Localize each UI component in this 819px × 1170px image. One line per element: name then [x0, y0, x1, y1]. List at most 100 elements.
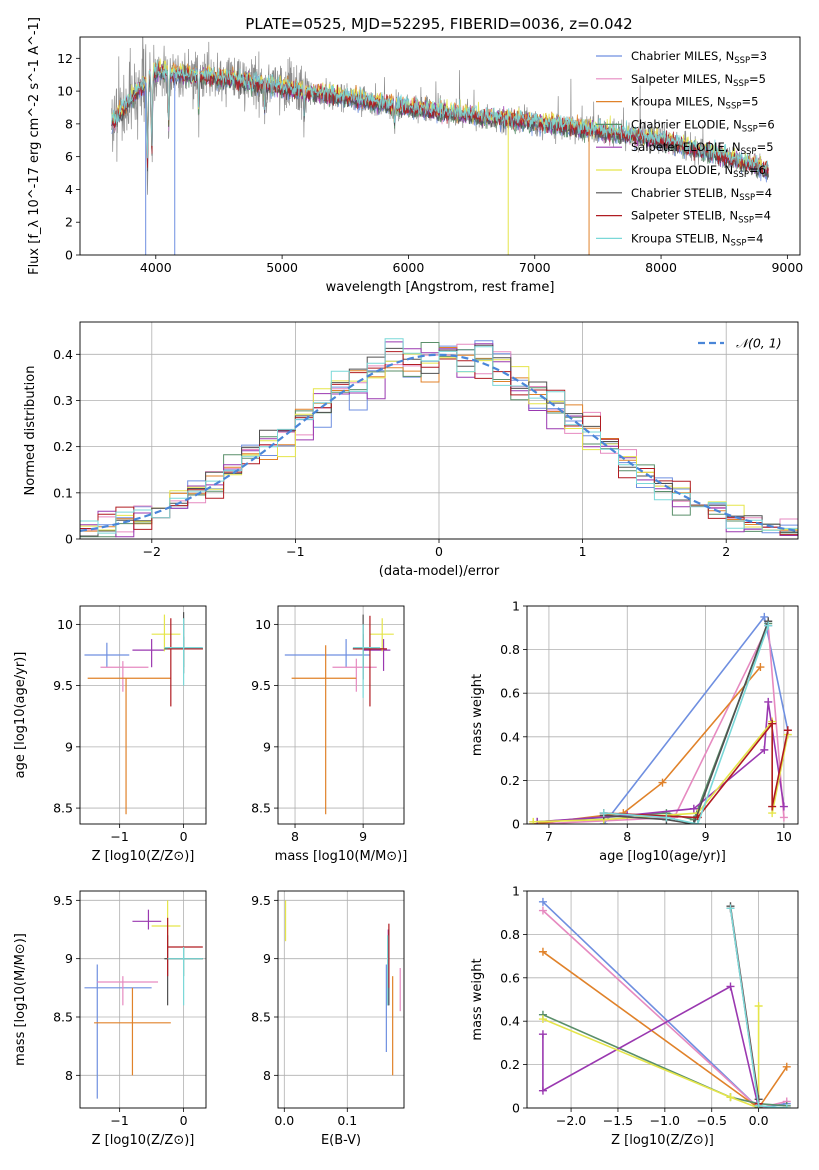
x-tick-label: 8 — [623, 829, 631, 844]
y-tick-label: 1 — [512, 599, 520, 614]
weight-line-2 — [542, 951, 788, 1108]
weight-marker — [768, 719, 777, 728]
axes-frame — [79, 36, 801, 256]
x-tick-label: 5000 — [266, 260, 298, 275]
x-tick-label: 7 — [545, 829, 553, 844]
x-tick-label: 0.0 — [749, 1113, 769, 1128]
weight-line-1 — [542, 909, 787, 1108]
legend-sub: SSP — [733, 79, 749, 89]
weight-marker — [764, 621, 773, 630]
legend-label: Salpeter MILES, NSSP=5 — [631, 72, 766, 89]
y-axis-label: Normed distribution — [23, 366, 38, 496]
y-axis-label: Flux [f_λ 10^-17 erg cm^-2 s^-1 A^-1] — [27, 17, 42, 275]
x-tick-label: 9 — [702, 829, 710, 844]
y-tick-label: 0 — [512, 817, 520, 832]
y-tick-label: 9 — [65, 951, 73, 966]
legend-eq: =5 — [749, 72, 766, 86]
weight-marker — [726, 982, 735, 991]
spectrum-marks — [111, 37, 769, 255]
x-tick-label: −1.5 — [603, 1113, 633, 1128]
weight-marker — [599, 809, 608, 818]
legend-label: Chabrier MILES, NSSP=3 — [631, 49, 767, 66]
legend-sub: SSP — [733, 170, 749, 180]
weight-line-1 — [537, 622, 785, 824]
legend-sub: SSP — [739, 193, 755, 203]
mass_vs_Z-panel: −1 0 8 8.5 9 9.5 Z [log10(Z/Z⊙)] mass [log10(M/… — [13, 890, 207, 1148]
legend-eq: =5 — [741, 95, 758, 109]
weight-line-7 — [603, 721, 789, 819]
x-tick-label: 7000 — [519, 260, 551, 275]
legend-label: Kroupa ELODIE, NSSP=6 — [631, 163, 766, 180]
y-tick-label: 9.5 — [251, 893, 271, 908]
x-tick-label: 4000 — [140, 260, 172, 275]
legend-label: Chabrier ELODIE, NSSP=6 — [631, 117, 775, 134]
x-axis-label: E(B-V) — [321, 1133, 361, 1148]
x-axis-label: Z [log10(Z/Z⊙)] — [92, 1133, 195, 1148]
histogram-series-7 — [80, 351, 798, 539]
weight-line-4 — [542, 985, 760, 1108]
y-tick-label: 0 — [65, 532, 73, 547]
weight-marker — [782, 1104, 791, 1108]
weight-marker — [782, 1062, 791, 1071]
age_vs_mass-panel: 8 9 8.5 9 9.5 10 mass [log10(M/M⊙)] — [251, 605, 407, 864]
x-axis-label: (data-model)/error — [379, 564, 500, 579]
x-tick-label: 6000 — [393, 260, 425, 275]
x-tick-label: 10 — [776, 829, 792, 844]
gaussian-reference-line — [80, 353, 798, 532]
y-tick-label: 0.2 — [53, 439, 73, 454]
weight-marker — [689, 820, 698, 824]
y-tick-label: 4 — [65, 182, 73, 197]
legend-eq: =4 — [754, 209, 771, 223]
weight-marker — [658, 778, 667, 787]
x-tick-label: −2 — [143, 544, 161, 559]
weight-marker — [693, 820, 702, 824]
y-tick-label: 0.8 — [500, 642, 520, 657]
y-tick-label: 9.5 — [53, 678, 73, 693]
y-tick-label: 8.5 — [251, 801, 271, 816]
histogram-series-8 — [80, 338, 798, 539]
legend-sub: SSP — [742, 124, 758, 134]
y-tick-label: 8.5 — [53, 1010, 73, 1025]
weight-marker — [538, 1015, 547, 1024]
mass_vs_Z-marks — [84, 900, 203, 1099]
x-tick-label: 0 — [435, 544, 443, 559]
weight-marker — [756, 663, 765, 672]
x-axis-label: wavelength [Angstrom, rest frame] — [326, 280, 555, 295]
weight-line-3 — [542, 1013, 787, 1107]
legend-label: Kroupa MILES, NSSP=5 — [631, 95, 758, 112]
x-tick-label: −2.0 — [556, 1113, 586, 1128]
axes-frame — [79, 890, 207, 1109]
weight-marker — [768, 802, 777, 811]
x-tick-label: 0 — [180, 1113, 188, 1128]
y-tick-label: 12 — [57, 51, 73, 66]
y-tick-label: 8 — [263, 1068, 271, 1083]
y-tick-label: 10 — [255, 617, 271, 632]
y-tick-label: 0.1 — [53, 485, 73, 500]
y-tick-label: 2 — [65, 215, 73, 230]
x-tick-label: −1 — [110, 829, 128, 844]
y-tick-label: 0 — [512, 1101, 520, 1116]
legend-sub: SSP — [741, 147, 757, 157]
legend-label: Chabrier STELIB, NSSP=4 — [631, 186, 772, 203]
weight-marker — [783, 726, 792, 735]
spectrum-legend: Chabrier MILES, NSSP=3 Salpeter MILES, NS… — [596, 49, 775, 248]
weight-marker — [538, 947, 547, 956]
x-tick-label: 8 — [291, 829, 299, 844]
weight-marker — [538, 1030, 547, 1039]
legend-sub: SSP — [738, 216, 754, 226]
y-tick-label: 8.5 — [251, 1010, 271, 1025]
y-axis-label: age [log10(age/yr)] — [13, 652, 28, 779]
axes-frame — [79, 605, 207, 825]
weight-marker — [760, 612, 769, 621]
y-tick-label: 0 — [65, 248, 73, 263]
legend-eq: =4 — [755, 186, 772, 200]
weight_vs_Z-panel: −2.0 −1.5 −1.0 −0.5 0.0 0 0.2 0.4 0.6 0.8 1 Z [log1… — [470, 884, 799, 1148]
weight-marker — [754, 1101, 763, 1108]
y-tick-label: 10 — [57, 84, 73, 99]
spectrum-panel: 4000 5000 6000 7000 8000 9000 0 2 4 6 8 10 12 wavelen… — [27, 17, 803, 295]
legend-eq: =5 — [757, 140, 774, 154]
weight-marker — [764, 697, 773, 706]
y-tick-label: 8 — [65, 116, 73, 131]
x-tick-label: 2 — [722, 544, 730, 559]
x-axis-label: age [log10(age/yr)] — [599, 849, 726, 864]
